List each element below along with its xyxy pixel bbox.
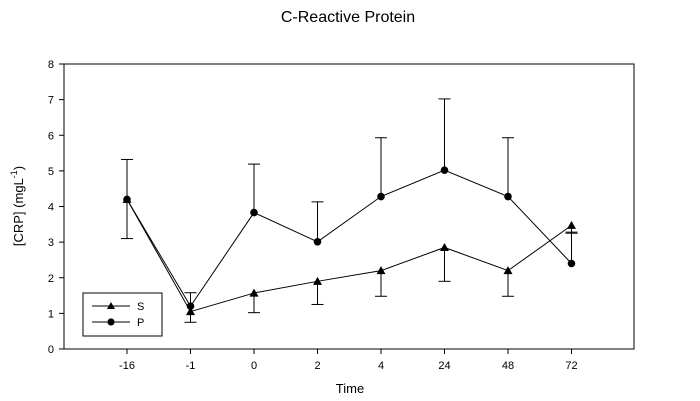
- series-line: [126, 169, 572, 308]
- y-tick-label: 2: [48, 273, 54, 285]
- y-tick-label: 3: [48, 237, 54, 249]
- legend-label-p: P: [137, 317, 144, 329]
- y-tick-label: 0: [48, 344, 54, 356]
- data-point-circle: [567, 259, 576, 268]
- data-point-circle: [123, 195, 131, 204]
- legend-label-s: S: [137, 301, 144, 313]
- y-axis-label-superscript: -1: [9, 170, 19, 178]
- y-tick-label: 7: [48, 95, 54, 107]
- y-tick-label: 1: [48, 308, 54, 320]
- y-axis-label-suffix: ): [11, 166, 26, 170]
- data-point-triangle: [567, 220, 576, 229]
- x-axis: -16 -1 0 2 4 24 48 72: [119, 349, 578, 372]
- data-point-circle: [377, 192, 385, 201]
- legend-box: [82, 292, 163, 337]
- legend-marker-s: [107, 302, 115, 309]
- y-axis-label: [CRP] (mgL-1): [9, 166, 26, 246]
- y-axis: 0 1 2 3 4 5 6 7 8: [48, 59, 64, 356]
- data-point-circle: [504, 192, 512, 201]
- data-point-circle: [186, 302, 195, 311]
- y-tick-label: 6: [48, 130, 54, 142]
- x-tick-label: 48: [502, 360, 514, 372]
- x-tick-label: 24: [438, 360, 450, 372]
- chart-title: C-Reactive Protein: [281, 9, 415, 26]
- y-tick-label: 4: [48, 202, 54, 214]
- data-point-circle: [313, 237, 322, 246]
- x-tick-label: 0: [251, 360, 257, 372]
- data-point-triangle: [503, 266, 513, 275]
- data-point-triangle: [186, 307, 195, 316]
- y-tick-label: 8: [48, 59, 54, 71]
- data-point-circle: [440, 166, 449, 174]
- x-axis-label: Time: [336, 381, 364, 396]
- x-tick-label: 4: [378, 360, 384, 372]
- series-s: [121, 194, 578, 323]
- series-layer: [121, 98, 578, 323]
- x-tick-label: 2: [314, 360, 320, 372]
- series-line: [126, 199, 572, 313]
- x-tick-label: 72: [565, 360, 577, 372]
- series-p: [121, 98, 578, 311]
- legend-marker-p: [107, 318, 115, 326]
- data-point-triangle: [313, 276, 322, 285]
- y-axis-label-main: [CRP] (mgL: [11, 178, 26, 246]
- data-point-circle: [250, 208, 258, 217]
- y-tick-label: 5: [48, 166, 54, 178]
- data-point-triangle: [249, 288, 259, 297]
- data-point-triangle: [440, 242, 449, 251]
- legend: S P: [82, 292, 163, 337]
- x-tick-label: -1: [186, 360, 196, 372]
- data-point-triangle: [376, 266, 386, 275]
- x-tick-label: -16: [119, 360, 135, 372]
